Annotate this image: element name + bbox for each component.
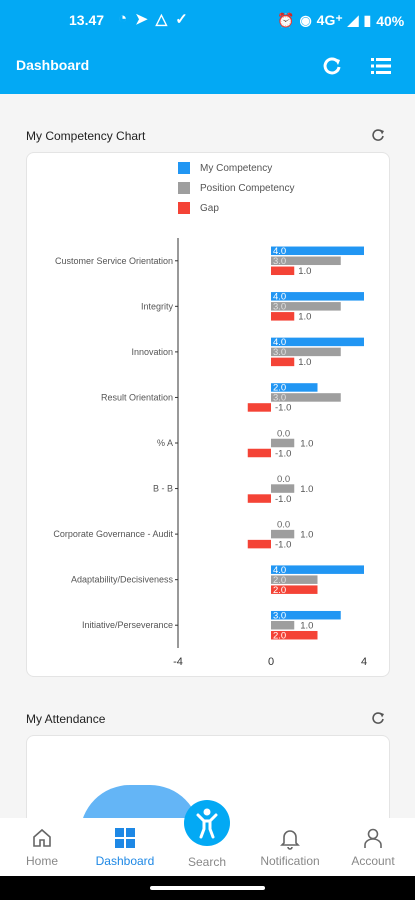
category-label: Adaptability/Decisiveness: [71, 575, 174, 585]
person-search-icon: [184, 800, 230, 846]
bell-icon: [278, 826, 302, 850]
category-label: Customer Service Orientation: [55, 256, 173, 266]
x-tick-label: -4: [173, 656, 183, 668]
bar: [271, 267, 294, 276]
nav-dashboard[interactable]: Dashboard: [85, 818, 165, 876]
category-label: Corporate Governance - Audit: [53, 529, 173, 539]
data-label: 0.0: [277, 519, 290, 530]
bar: [271, 312, 294, 321]
data-label: -1.0: [275, 494, 291, 505]
data-label: -1.0: [275, 448, 291, 459]
nav-home[interactable]: Home: [2, 818, 82, 876]
bar: [271, 439, 294, 448]
home-icon: [30, 826, 54, 850]
nav-home-label: Home: [2, 854, 82, 868]
data-label: 1.0: [298, 266, 311, 277]
attendance-refresh-icon[interactable]: [369, 709, 387, 727]
bar: [271, 621, 294, 630]
data-label: 2.0: [273, 585, 286, 596]
bar: [271, 358, 294, 367]
gesture-bar: [0, 876, 415, 900]
data-label: 3.0: [273, 610, 286, 621]
nav-dashboard-label: Dashboard: [85, 854, 165, 868]
attendance-section-title: My Attendance: [26, 712, 105, 726]
category-label: Result Orientation: [101, 392, 173, 402]
x-tick-label: 4: [361, 656, 367, 668]
data-label: 1.0: [300, 484, 313, 495]
data-label: -1.0: [275, 539, 291, 550]
category-label: Initiative/Perseverance: [82, 620, 173, 630]
data-label: 0.0: [277, 428, 290, 439]
bar: [248, 540, 271, 549]
data-label: 1.0: [298, 357, 311, 368]
bar: [271, 484, 294, 493]
data-label: 3.0: [273, 302, 286, 313]
data-label: 1.0: [300, 438, 313, 449]
category-label: % A: [157, 438, 173, 448]
category-label: B - B: [153, 484, 173, 494]
data-label: 2.0: [273, 630, 286, 641]
data-label: 3.0: [273, 256, 286, 267]
data-label: -1.0: [275, 403, 291, 414]
competency-bar-chart: Customer Service Orientation4.03.01.0Int…: [0, 0, 415, 680]
data-label: 1.0: [298, 312, 311, 323]
home-indicator: [150, 886, 265, 890]
data-label: 3.0: [273, 347, 286, 358]
category-label: Innovation: [131, 347, 173, 357]
nav-account[interactable]: Account: [333, 818, 413, 876]
data-label: 1.0: [300, 620, 313, 631]
bar: [248, 449, 271, 458]
bar: [248, 403, 271, 412]
person-icon: [361, 826, 385, 850]
search-fab-button[interactable]: [184, 800, 230, 846]
category-label: Integrity: [141, 301, 174, 311]
bar: [248, 494, 271, 503]
bar: [271, 530, 294, 539]
nav-notification-label: Notification: [250, 854, 330, 868]
x-tick-label: 0: [268, 656, 274, 668]
data-label: 0.0: [277, 474, 290, 485]
nav-search-label: Search: [167, 855, 247, 869]
dashboard-icon: [113, 826, 137, 850]
nav-account-label: Account: [333, 854, 413, 868]
data-label: 1.0: [300, 529, 313, 540]
nav-notification[interactable]: Notification: [250, 818, 330, 876]
